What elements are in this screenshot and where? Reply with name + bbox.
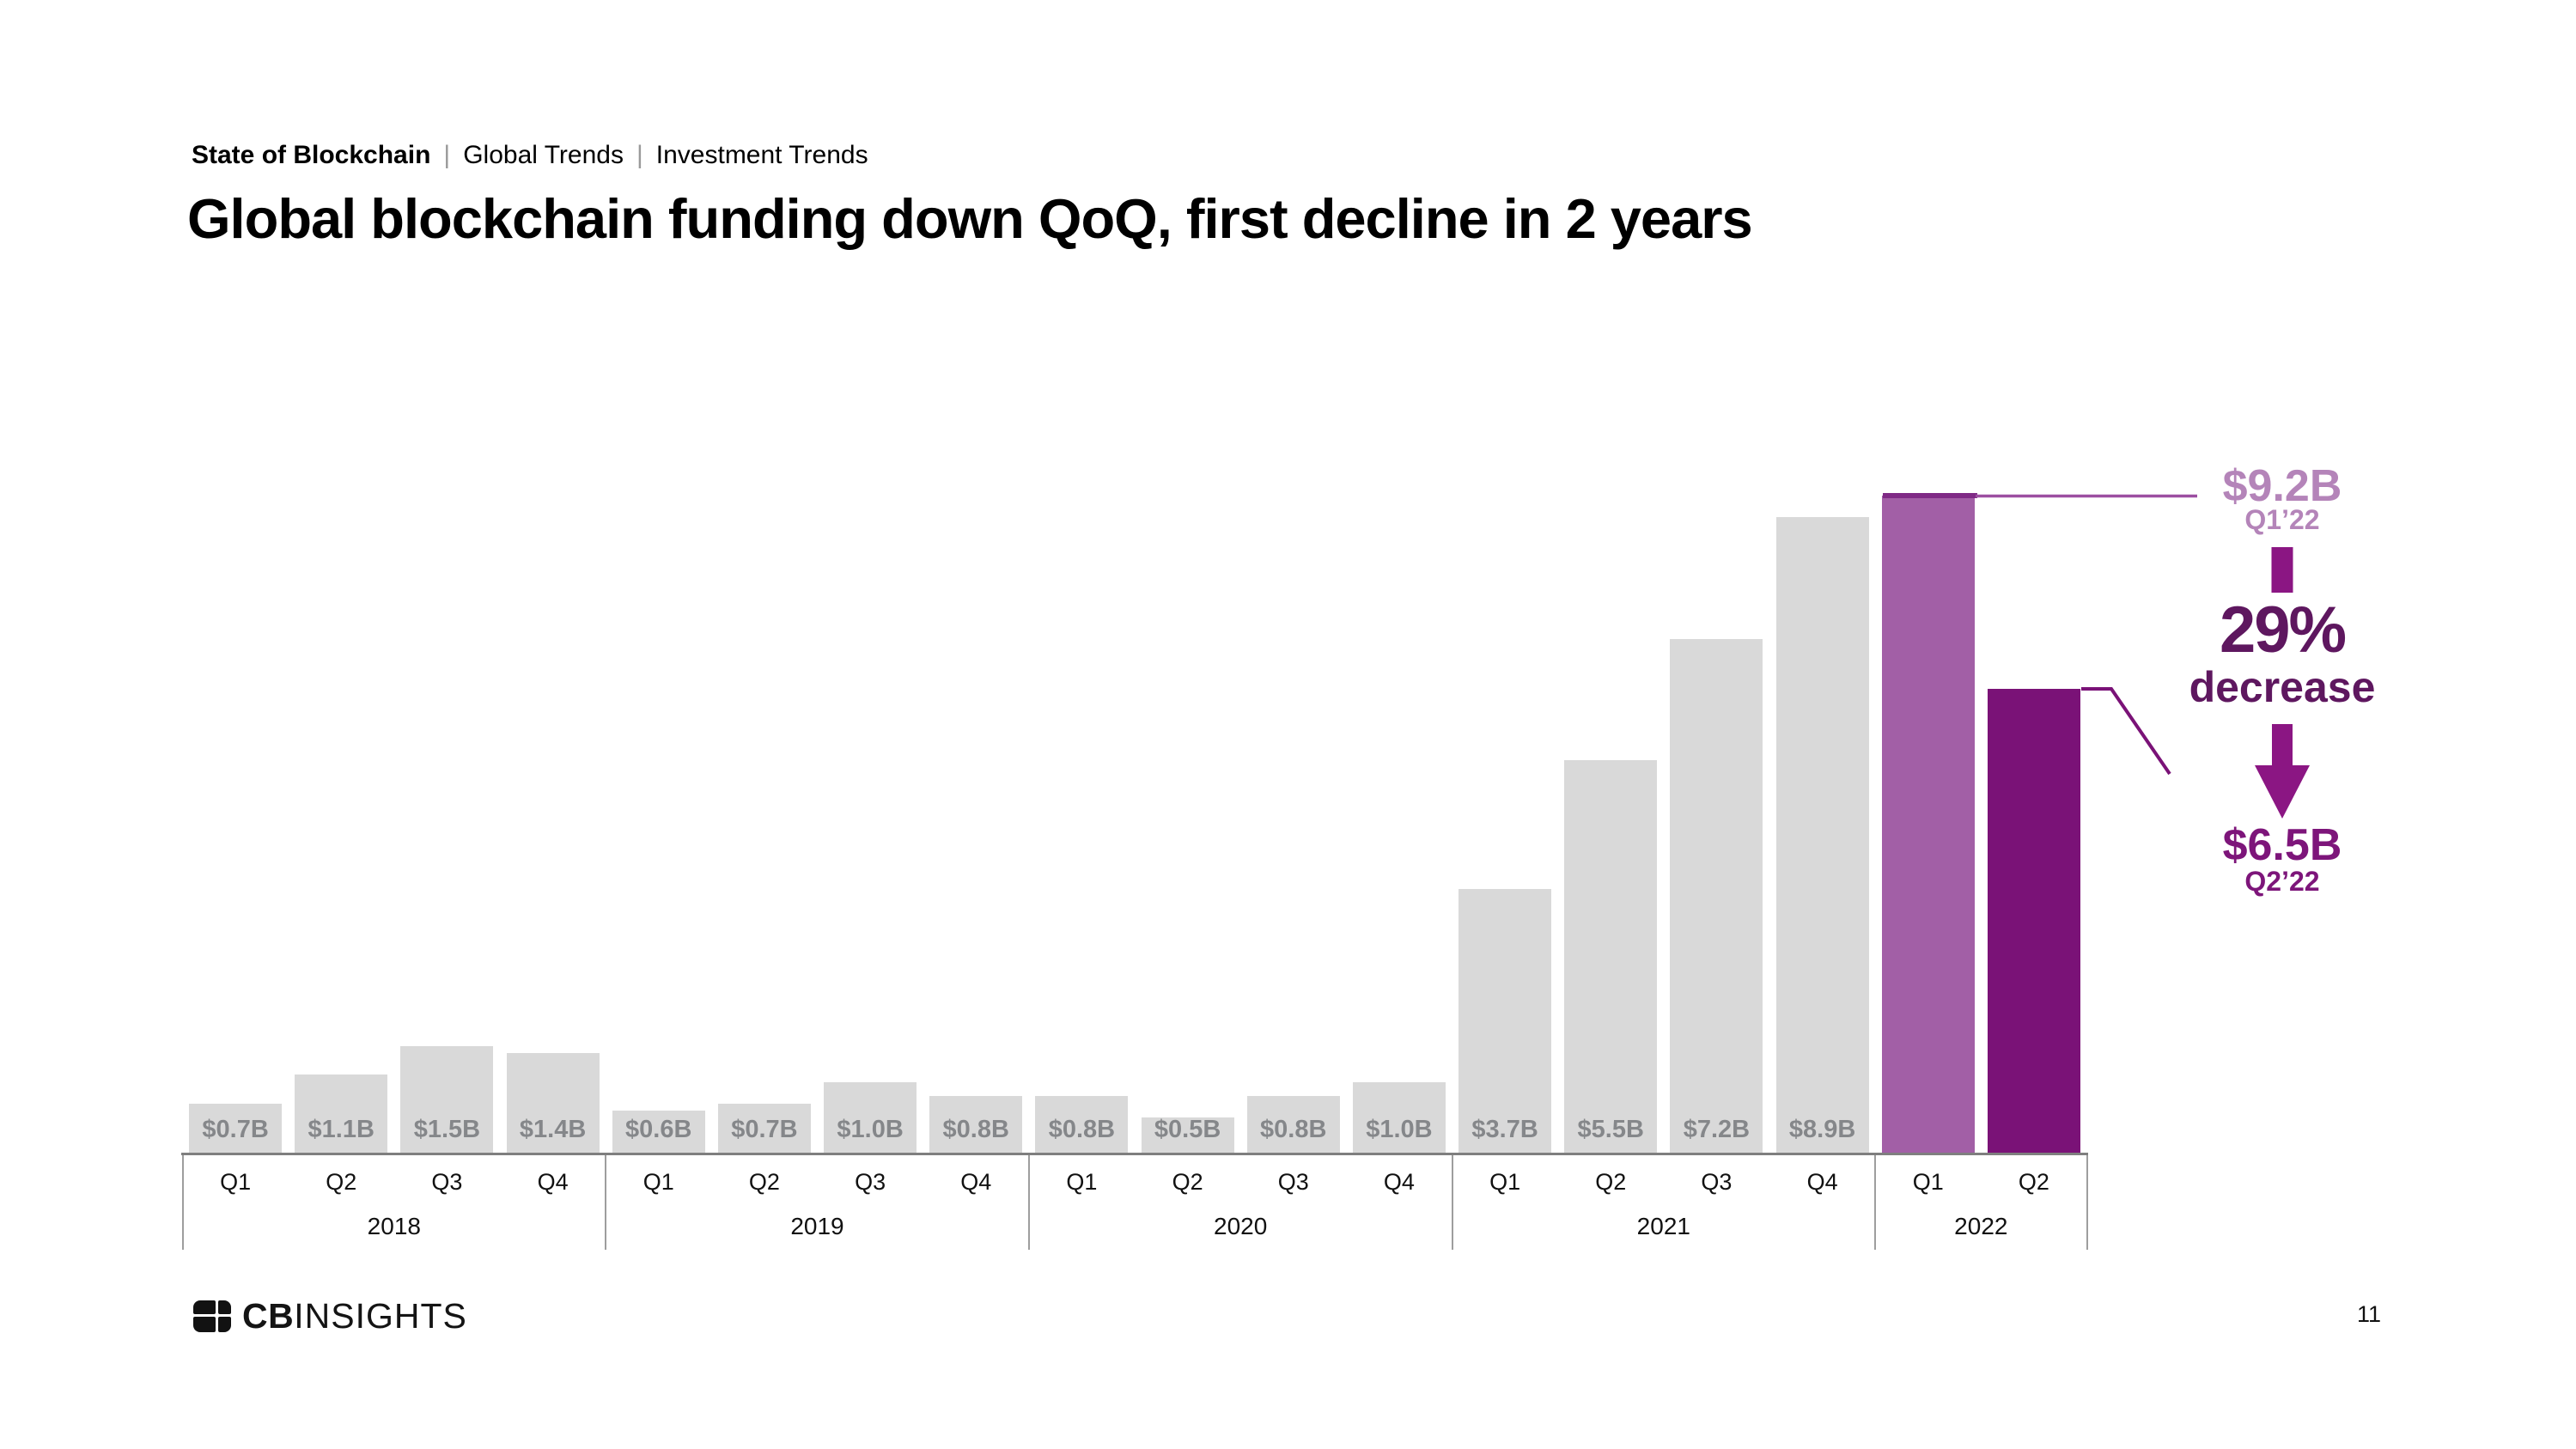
bar-q1-2021: $3.7B <box>1459 888 1552 1154</box>
bar-q3-2018: $1.5B <box>400 1046 494 1154</box>
bar-q1-2018: $0.7B <box>189 1103 283 1154</box>
year-divider <box>2086 1154 2088 1250</box>
year-divider <box>1027 1154 1030 1250</box>
q1-quarter-label: Q1’22 <box>2244 504 2320 535</box>
q2-quarter-label: Q2’22 <box>2244 866 2320 897</box>
x-tick-label: Q4 <box>960 1169 992 1195</box>
bar-value-label: $0.7B <box>731 1115 798 1143</box>
x-tick-label: Q3 <box>1701 1169 1733 1195</box>
bar-q3-2020: $0.8B <box>1246 1096 1340 1154</box>
bar-value-label: $1.0B <box>837 1115 904 1143</box>
decline-annotation: $9.2B Q1’22 29% decrease $6.5B Q2’22 <box>2153 0 2411 945</box>
x-tick-label: Q2 <box>1595 1169 1627 1195</box>
breadcrumb: State of Blockchain | Global Trends | Invest… <box>192 141 868 170</box>
page-title: Global blockchain funding down QoQ, firs… <box>187 187 1753 250</box>
down-arrow-icon <box>2255 724 2310 819</box>
x-tick-label: Q2 <box>1172 1169 1203 1195</box>
q2-value: $6.5B <box>2222 820 2342 870</box>
x-year-label: 2018 <box>367 1213 421 1239</box>
x-tick-label: Q2 <box>748 1169 780 1195</box>
bar-value-label: $1.5B <box>413 1115 481 1143</box>
x-tick-label: Q4 <box>1806 1169 1838 1195</box>
bar-q3-2021: $7.2B <box>1670 638 1763 1154</box>
bar-q2-2021: $5.5B <box>1564 760 1658 1154</box>
bar-q3-2019: $1.0B <box>824 1081 917 1154</box>
bar-value-label: $8.9B <box>1788 1115 1856 1143</box>
bar-value-label: $0.7B <box>202 1115 269 1143</box>
bar-q1-2019: $0.6B <box>612 1111 705 1154</box>
logo-block <box>218 1300 231 1314</box>
x-tick-label: Q1 <box>1489 1169 1521 1195</box>
bar-value-label: $0.6B <box>625 1115 692 1143</box>
bar-value-label: $0.8B <box>1260 1115 1327 1143</box>
bar-value-label: $1.4B <box>519 1115 587 1143</box>
bar-q2-2018: $1.1B <box>295 1075 388 1154</box>
x-tick-label: Q1 <box>642 1169 674 1195</box>
x-tick-label: Q2 <box>2018 1169 2049 1195</box>
x-tick-label: Q4 <box>537 1169 569 1195</box>
breadcrumb-report-name: State of Blockchain <box>192 141 431 169</box>
cbinsights-logo-text: CBINSIGHTS <box>242 1299 467 1334</box>
logo-block <box>218 1317 231 1332</box>
x-tick-label: Q2 <box>326 1169 357 1195</box>
bar-q4-2019: $0.8B <box>929 1096 1023 1154</box>
bar-q4-2018: $1.4B <box>506 1053 600 1154</box>
bar-value-label: $1.0B <box>1366 1115 1433 1143</box>
logo-text-cb: CB <box>242 1296 295 1336</box>
bar-q4-2020: $1.0B <box>1352 1081 1446 1154</box>
logo-block <box>193 1300 216 1314</box>
bar-value-label: $1.1B <box>308 1115 375 1143</box>
bar-q2-2022 <box>1987 688 2080 1154</box>
x-year-label: 2022 <box>1954 1213 2008 1239</box>
x-year-label: 2021 <box>1636 1213 1690 1239</box>
bar-value-label: $5.5B <box>1577 1115 1644 1143</box>
bar-value-label: $0.8B <box>942 1115 1009 1143</box>
breadcrumb-separator: | <box>636 141 643 169</box>
bar-q2-2019: $0.7B <box>717 1103 811 1154</box>
x-tick-label: Q1 <box>1066 1169 1098 1195</box>
x-tick-label: Q4 <box>1383 1169 1415 1195</box>
x-tick-label: Q3 <box>431 1169 463 1195</box>
bar-value-label: $7.2B <box>1683 1115 1751 1143</box>
bar-value-label: $3.7B <box>1471 1115 1538 1143</box>
x-tick-label: Q3 <box>1277 1169 1309 1195</box>
bar-q2-2020: $0.5B <box>1141 1117 1234 1154</box>
decrease-word: decrease <box>2189 663 2376 711</box>
q1-value: $9.2B <box>2222 461 2342 511</box>
bar-q1-2022 <box>1881 496 1975 1154</box>
year-divider <box>605 1154 607 1250</box>
x-tick-label: Q3 <box>855 1169 886 1195</box>
x-axis-line <box>181 1152 2088 1155</box>
x-tick-label: Q1 <box>1912 1169 1944 1195</box>
bar-value-label: $0.5B <box>1154 1115 1221 1143</box>
bar-q4-2021: $8.9B <box>1775 516 1869 1154</box>
x-year-label: 2019 <box>790 1213 844 1239</box>
year-divider <box>1874 1154 1877 1250</box>
bar-value-label: $0.8B <box>1048 1115 1116 1143</box>
x-tick-label: Q1 <box>220 1169 252 1195</box>
cbinsights-logo-icon <box>193 1300 231 1332</box>
x-year-label: 2020 <box>1214 1213 1268 1239</box>
breadcrumb-separator: | <box>443 141 451 169</box>
logo-text-insights: INSIGHTS <box>294 1296 467 1336</box>
logo-block <box>193 1317 216 1332</box>
year-divider <box>181 1154 184 1250</box>
breadcrumb-item-investment-trends: Investment Trends <box>655 141 868 169</box>
bar-q1-2020: $0.8B <box>1035 1096 1129 1154</box>
breadcrumb-item-global-trends: Global Trends <box>463 141 624 169</box>
year-divider <box>1451 1154 1453 1250</box>
arrow-tail-segment <box>2271 547 2293 593</box>
page-number: 11 <box>2356 1301 2381 1327</box>
decrease-percent: 29% <box>2219 594 2347 667</box>
